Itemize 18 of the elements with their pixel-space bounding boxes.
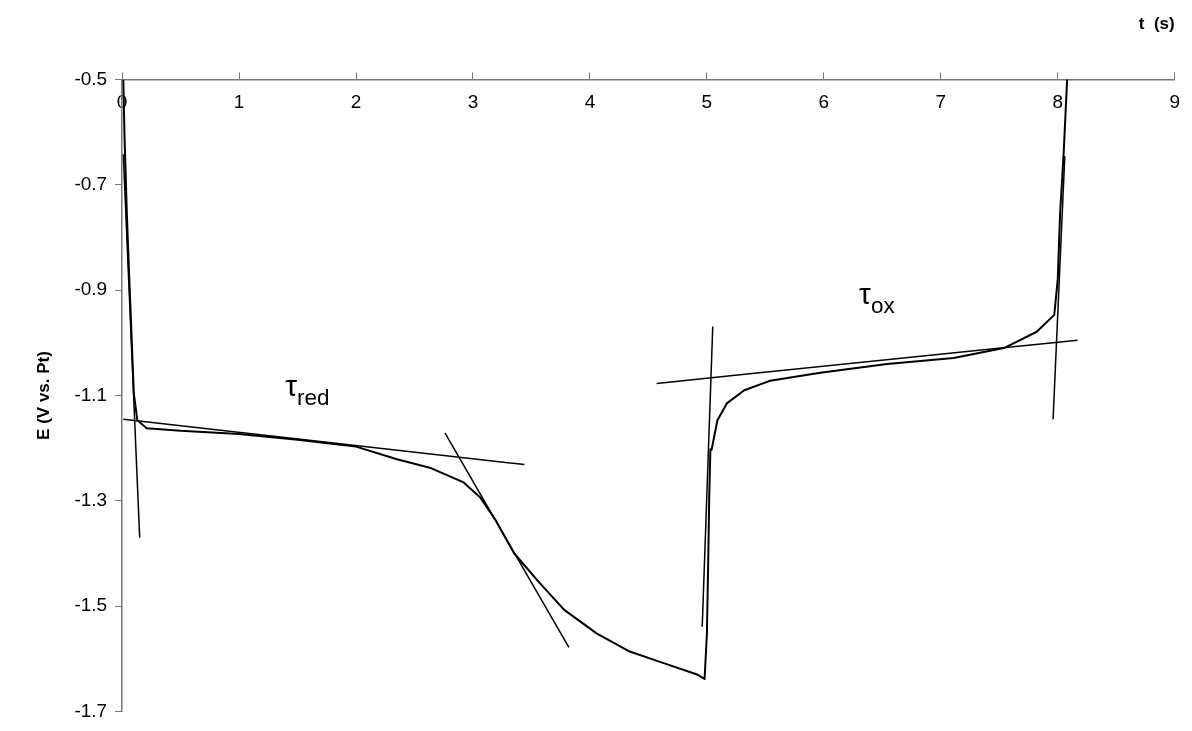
x-tick-label: 3 [467, 91, 479, 113]
y-tick-label: -1.7 [74, 699, 108, 721]
x-tick-label: 6 [818, 91, 830, 113]
x-axis-title: t (s) [1138, 13, 1175, 33]
y-tick-label: -0.7 [74, 173, 108, 194]
y-tick-label: -0.5 [74, 67, 108, 89]
x-tick-label: 1 [233, 91, 245, 113]
x-tick-label: 7 [935, 91, 947, 113]
y-tick-label: -0.9 [74, 278, 108, 300]
y-tick-label: -1.5 [74, 594, 108, 616]
x-tick-label: 2 [350, 91, 362, 113]
y-axis-title: E (V vs. Pt) [33, 351, 53, 440]
x-tick-label: 9 [1169, 91, 1181, 113]
x-tick-label: 5 [701, 91, 713, 113]
y-tick-label: -1.3 [74, 489, 108, 511]
x-tick-label: 4 [584, 91, 596, 113]
y-tick-label: -1.1 [74, 383, 108, 405]
x-tick-label: 8 [1052, 91, 1064, 113]
